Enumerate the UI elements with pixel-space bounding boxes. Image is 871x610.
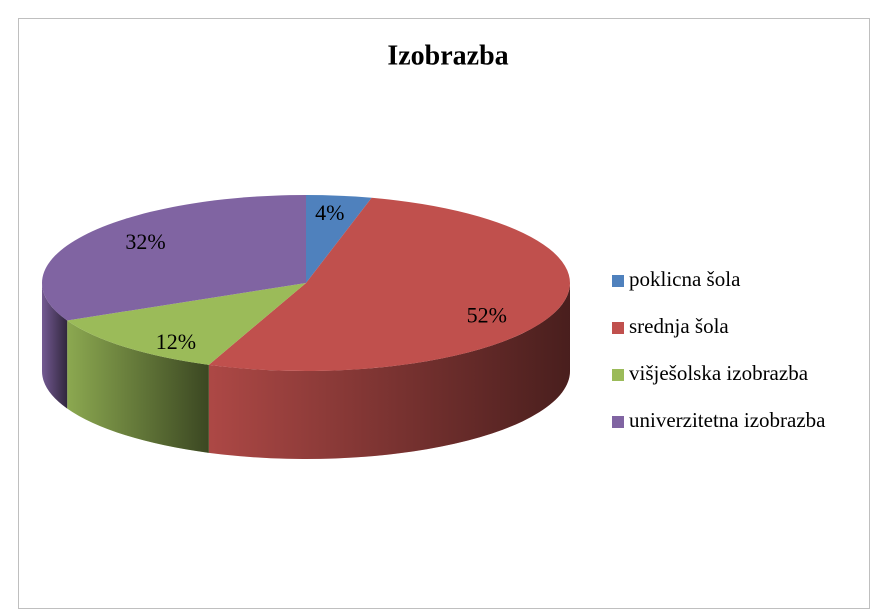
legend-label: višješolska izobrazba [629, 361, 809, 385]
data-label: 52% [467, 303, 507, 328]
legend-swatch [612, 275, 624, 287]
legend-swatch [612, 416, 624, 428]
chart-title: Izobrazba [387, 40, 508, 71]
data-label: 12% [156, 329, 196, 354]
legend-swatch [612, 322, 624, 334]
pie-side-shade [208, 283, 570, 460]
pie-slice [208, 197, 570, 371]
pie-slice [67, 283, 306, 365]
legend-label: univerzitetna izobrazba [629, 408, 826, 432]
legend-label: srednja šola [629, 314, 729, 338]
legend-swatch [612, 369, 624, 381]
pie-slice [306, 195, 372, 283]
legend-label: poklicna šola [629, 267, 741, 291]
data-label: 4% [315, 200, 344, 225]
pie-slice [41, 195, 307, 321]
pie-side-shade [42, 283, 68, 409]
data-label: 32% [125, 229, 165, 254]
pie-side-shade [67, 320, 209, 453]
